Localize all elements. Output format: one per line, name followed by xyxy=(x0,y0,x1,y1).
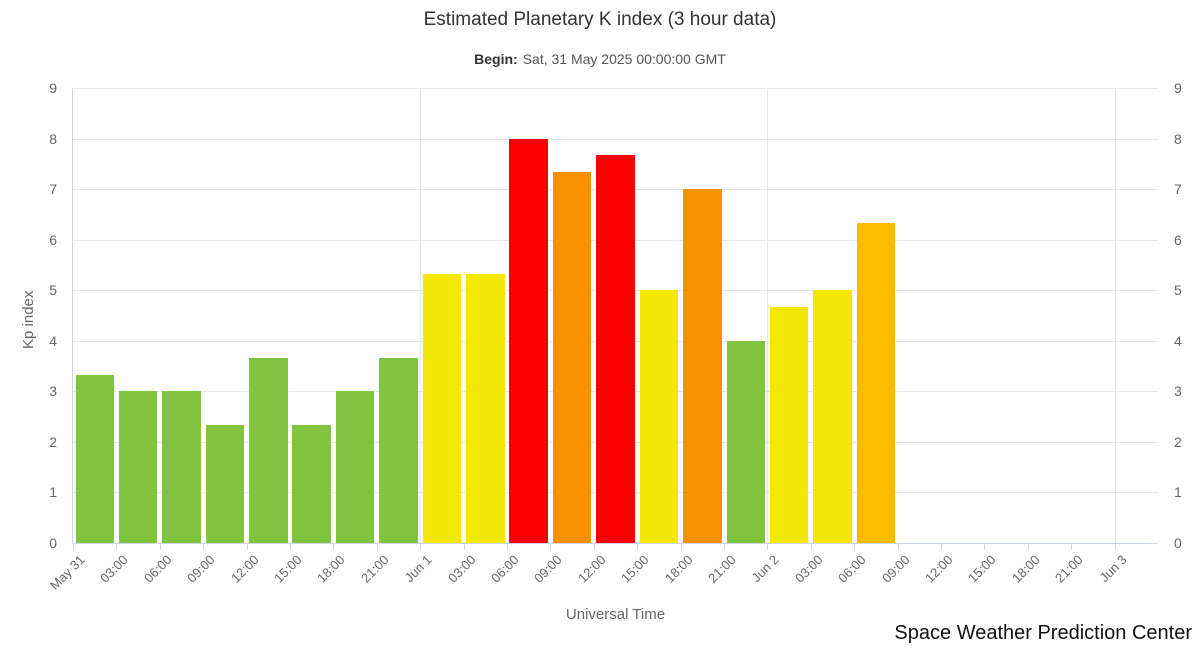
x-tick xyxy=(116,544,118,550)
x-tick xyxy=(897,544,899,550)
x-tick xyxy=(203,544,205,550)
y-tick-label-left: 8 xyxy=(49,131,57,147)
vertical-gridline xyxy=(767,88,768,543)
y-tick-label-left: 1 xyxy=(49,484,57,500)
kp-bar xyxy=(379,357,418,543)
y-tick-label-right: 2 xyxy=(1174,434,1182,450)
kp-bar xyxy=(683,189,722,543)
x-tick xyxy=(637,544,639,550)
chart-subtitle: Begin: Sat, 31 May 2025 00:00:00 GMT xyxy=(0,51,1200,67)
x-tick xyxy=(1071,544,1073,550)
kp-bar xyxy=(813,290,852,543)
x-axis-title: Universal Time xyxy=(565,606,666,623)
x-tick xyxy=(854,544,856,550)
y-tick-label-left: 4 xyxy=(49,333,57,349)
kp-bar xyxy=(335,391,375,543)
y-tick-label-left: 6 xyxy=(49,232,57,248)
x-tick xyxy=(420,544,422,550)
kp-bar xyxy=(596,155,635,543)
horizontal-gridline xyxy=(73,139,1158,140)
kp-bar xyxy=(769,306,809,543)
x-tick xyxy=(1027,544,1029,550)
kp-bar xyxy=(292,425,331,543)
subtitle-begin-value: Sat, 31 May 2025 00:00:00 GMT xyxy=(522,51,726,67)
y-tick-label-left: 5 xyxy=(49,282,57,298)
x-tick xyxy=(593,544,595,550)
y-tick-label-left: 7 xyxy=(49,181,57,197)
kp-bar xyxy=(249,357,288,543)
kp-bar xyxy=(856,223,896,543)
x-tick xyxy=(810,544,812,550)
kp-bar xyxy=(118,391,158,543)
x-tick xyxy=(1114,544,1116,550)
kp-bar xyxy=(552,172,592,543)
x-tick xyxy=(550,544,552,550)
kp-bar xyxy=(162,391,201,543)
x-tick xyxy=(463,544,465,550)
kp-bar xyxy=(422,273,462,543)
x-tick xyxy=(941,544,942,550)
y-tick-label-left: 0 xyxy=(49,535,57,551)
y-tick-label-left: 9 xyxy=(49,80,57,96)
y-tick-label-right: 4 xyxy=(1174,333,1182,349)
x-tick xyxy=(507,544,508,550)
y-axis-line xyxy=(72,88,73,543)
subtitle-begin-label: Begin: xyxy=(474,51,518,67)
x-tick xyxy=(984,544,986,550)
credit: Space Weather Prediction Center xyxy=(894,622,1192,644)
chart-title: Estimated Planetary K index (3 hour data… xyxy=(423,9,777,30)
x-tick xyxy=(724,544,725,550)
kp-bar xyxy=(726,340,765,543)
kp-bar xyxy=(466,273,505,543)
kp-bar xyxy=(639,290,679,543)
y-tick-label-left: 2 xyxy=(49,434,57,450)
y-tick-label-right: 5 xyxy=(1174,282,1182,298)
x-axis-line xyxy=(72,543,1158,544)
vertical-gridline xyxy=(1115,88,1116,543)
y-tick-label-right: 0 xyxy=(1174,535,1182,551)
y-tick-label-right: 8 xyxy=(1174,131,1182,147)
x-tick xyxy=(73,544,74,550)
y-tick-label-right: 9 xyxy=(1174,80,1182,96)
vertical-gridline xyxy=(420,88,421,543)
y-tick-label-left: 3 xyxy=(49,383,57,399)
horizontal-gridline xyxy=(73,88,1158,89)
kp-bar xyxy=(509,138,548,543)
kp-bar xyxy=(205,425,245,543)
x-tick xyxy=(376,544,378,550)
x-tick xyxy=(680,544,682,550)
kp-bar xyxy=(75,374,114,543)
y-tick-label-right: 7 xyxy=(1174,181,1182,197)
x-tick xyxy=(333,544,335,550)
y-tick-label-right: 3 xyxy=(1174,383,1182,399)
x-tick xyxy=(767,544,769,550)
y-tick-label-right: 6 xyxy=(1174,232,1182,248)
x-tick xyxy=(246,544,248,550)
x-tick xyxy=(290,544,291,550)
y-tick-label-right: 1 xyxy=(1174,484,1182,500)
x-tick xyxy=(159,544,161,550)
